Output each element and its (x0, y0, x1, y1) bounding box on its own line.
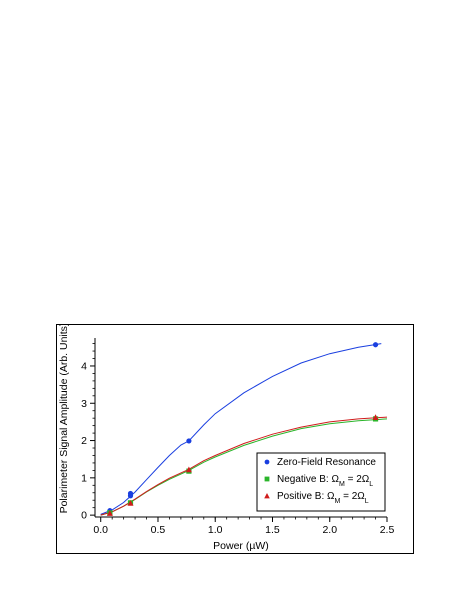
y-tick-label: 0 (81, 510, 87, 522)
x-tick-label: 2.5 (380, 524, 395, 536)
y-tick-label: 1 (81, 472, 87, 484)
legend-subscript: L (369, 481, 373, 488)
data-point-triangle (106, 510, 113, 516)
legend-label: Zero-Field Resonance (277, 457, 376, 468)
chart-frame: 0.0 0.5 1.0 1.5 2.0 2.5 0 1 2 3 4 Zero-Field Resona… (56, 323, 414, 554)
legend-text: Zero-Field Resonance (277, 457, 376, 468)
x-tick-label: 0.0 (93, 524, 108, 536)
legend-label: Positive B: ΩM = 2ΩL (277, 491, 369, 505)
data-point-circle (186, 438, 192, 444)
plot-area: 0.0 0.5 1.0 1.5 2.0 2.5 0 1 2 3 4 Zero-Field Resona… (81, 338, 394, 536)
legend-label: Negative B: ΩM = 2ΩL (277, 474, 373, 488)
legend-subscript: M (335, 498, 341, 505)
y-tick-label: 3 (81, 398, 87, 410)
data-point-circle (127, 490, 134, 497)
data-point-triangle (127, 500, 134, 506)
legend-marker-triangle (264, 493, 270, 499)
y-tick-label: 2 (81, 435, 87, 447)
x-tick-label: 2.0 (322, 524, 337, 536)
legend-subscript: M (339, 481, 345, 488)
data-point-triangle (185, 466, 192, 473)
y-axis-label: Polarimeter Signal Amplitude (Arb. Units… (58, 325, 70, 513)
legend-text: = 2Ω (345, 474, 370, 485)
legend-subscript: L (365, 498, 369, 505)
legend-box (256, 452, 386, 512)
legend-marker-circle (264, 459, 270, 465)
x-tick-label: 1.0 (208, 524, 223, 536)
chart: 0.0 0.5 1.0 1.5 2.0 2.5 0 1 2 3 4 Zero-Field Resona… (58, 323, 394, 552)
legend-marker-square (264, 476, 270, 482)
legend-text: = 2Ω (340, 491, 365, 502)
x-tick-label: 1.5 (265, 524, 280, 536)
x-tick-label: 0.5 (151, 524, 166, 536)
legend-text: Negative B: Ω (277, 474, 339, 485)
legend-text: Positive B: Ω (277, 491, 335, 502)
x-axis-label: Power (µW) (213, 540, 269, 552)
data-point-circle (372, 342, 379, 348)
data-point-triangle (372, 414, 379, 421)
y-tick-label: 4 (81, 360, 87, 372)
